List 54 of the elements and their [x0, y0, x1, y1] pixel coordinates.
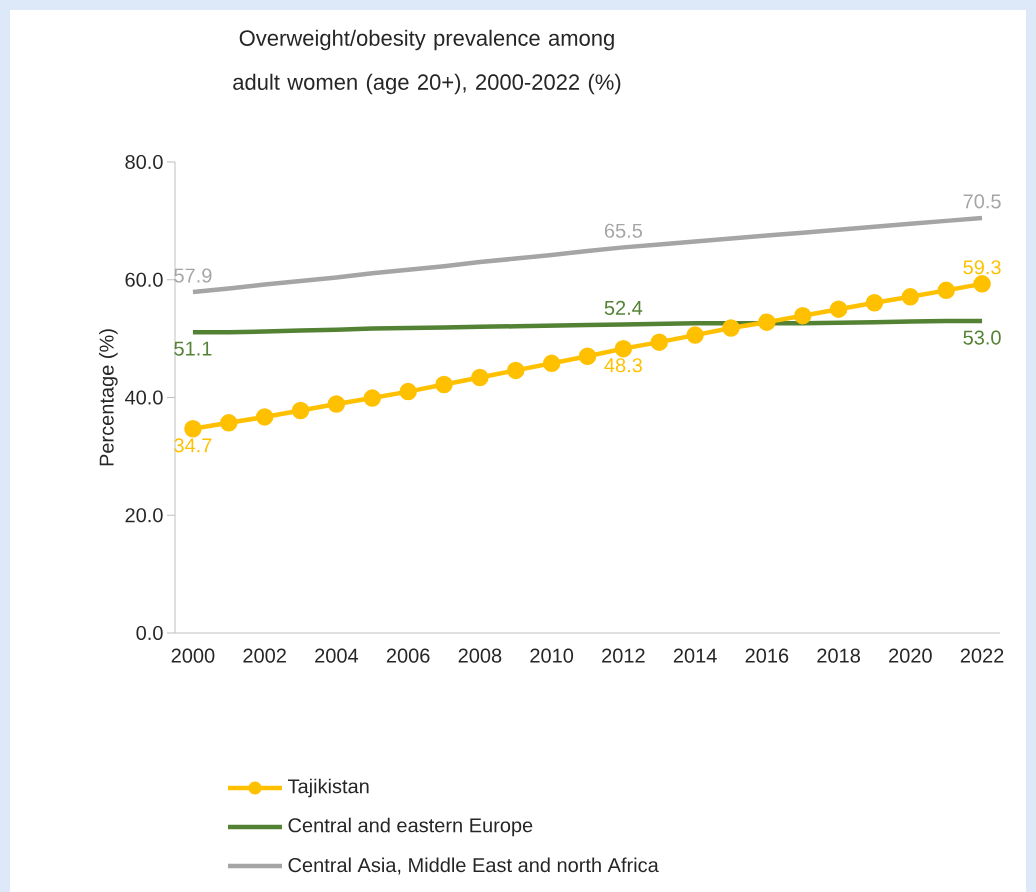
chart-title: Overweight/obesity prevalence among adult women (age 20+), 2000-2022 (%)	[233, 29, 621, 95]
y-tick-label: 60.0	[125, 272, 163, 287]
point	[542, 354, 561, 373]
point	[507, 361, 525, 380]
x-tick-label: 2012	[602, 648, 645, 663]
data-label: 57.9	[174, 268, 212, 283]
legend-label: Tajikistan	[287, 778, 369, 798]
x-tick-label: 2016	[745, 648, 789, 663]
data-label: 52.4	[604, 300, 643, 315]
y-tick-label: 0.0	[136, 625, 163, 641]
x-tick-label: 2010	[530, 648, 574, 663]
data-label: 70.5	[963, 194, 1001, 209]
point	[578, 347, 597, 366]
point	[650, 333, 668, 351]
y-axis-title: Percentage (%)	[99, 329, 118, 466]
x-tick-label: 2002	[243, 648, 286, 663]
point	[291, 401, 310, 420]
x-tick-label: 2018	[817, 648, 860, 663]
data-label: 53.0	[963, 330, 1001, 345]
data-label: 34.7	[174, 438, 212, 453]
point	[255, 408, 274, 426]
point	[937, 281, 955, 300]
point	[793, 306, 812, 325]
x-tick-label: 2004	[315, 648, 359, 663]
point	[722, 319, 740, 337]
point	[220, 414, 238, 432]
data-label: 48.3	[604, 358, 642, 373]
point	[399, 382, 417, 401]
point	[471, 368, 489, 387]
y-tick-label: 40.0	[125, 390, 163, 405]
point	[901, 288, 920, 306]
x-tick-label: 2008	[458, 648, 502, 663]
point	[758, 313, 776, 331]
point	[327, 395, 346, 413]
x-tick-label: 2022	[960, 648, 1004, 663]
data-label: 65.5	[604, 223, 642, 238]
x-tick-label: 2020	[889, 648, 932, 663]
legend-label: Central and eastern Europe	[288, 817, 533, 837]
x-tick-label: 2014	[673, 648, 717, 663]
data-label: 51.1	[174, 341, 212, 356]
y-tick-label: 20.0	[125, 508, 163, 523]
legend-label: Central Asia, Middle East and north Africa	[288, 857, 659, 875]
x-tick-label: 2000	[171, 648, 215, 663]
y-tick-label: 80.0	[125, 154, 163, 170]
point	[865, 293, 884, 312]
point	[184, 419, 202, 438]
point	[614, 339, 633, 358]
point	[829, 300, 848, 318]
point	[973, 275, 991, 293]
point	[363, 389, 382, 407]
point	[686, 326, 704, 344]
data-label: 59.3	[963, 260, 1001, 275]
x-tick-label: 2006	[386, 648, 430, 663]
point	[435, 375, 453, 394]
